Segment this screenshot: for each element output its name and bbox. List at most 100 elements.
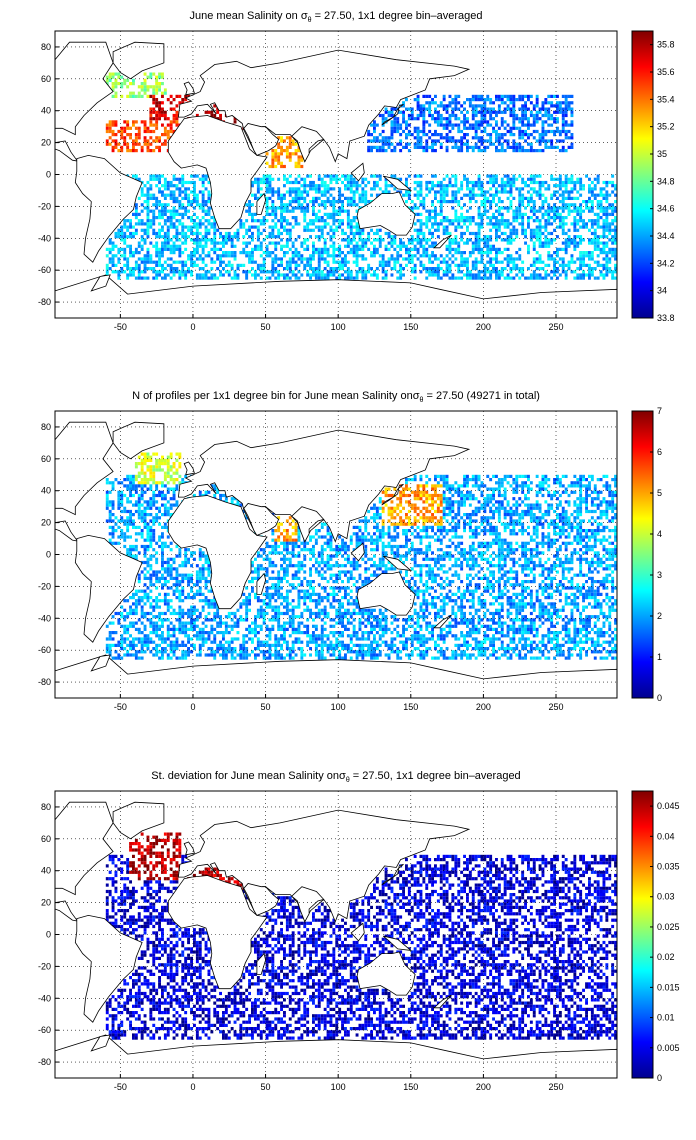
data-cell — [419, 263, 423, 267]
data-cell — [158, 247, 161, 251]
data-cell — [425, 222, 429, 226]
data-cell — [439, 516, 443, 520]
data-cell — [468, 193, 472, 197]
data-cell — [373, 506, 376, 510]
data-cell — [375, 509, 379, 514]
data-cell — [285, 273, 289, 277]
data-cell — [399, 497, 403, 501]
data-cell — [111, 72, 115, 76]
data-cell — [550, 193, 554, 197]
data-cell — [483, 500, 487, 504]
data-cell — [611, 503, 615, 507]
data-cell — [114, 123, 118, 127]
data-cell — [535, 231, 539, 236]
data-cell — [335, 254, 339, 258]
data-cell — [547, 219, 551, 223]
data-cell — [495, 139, 498, 143]
data-cell — [436, 481, 440, 485]
data-cell — [111, 519, 115, 523]
data-cell — [445, 104, 449, 108]
data-cell — [248, 251, 251, 255]
data-cell — [477, 235, 481, 239]
data-cell — [582, 200, 585, 204]
data-cell — [178, 474, 182, 478]
x-tick-label: 100 — [331, 322, 346, 332]
data-cell — [448, 94, 452, 98]
data-cell — [608, 231, 612, 236]
data-cell — [303, 200, 307, 204]
data-cell — [207, 222, 211, 226]
data-cell — [181, 251, 185, 255]
data-cell — [396, 254, 400, 258]
data-cell — [529, 503, 533, 507]
data-cell — [416, 513, 420, 517]
y-tick-label: 20 — [41, 138, 51, 148]
data-cell — [570, 484, 574, 488]
data-cell — [509, 474, 513, 478]
data-cell — [181, 260, 185, 264]
data-cell — [166, 235, 170, 239]
data-cell — [518, 107, 522, 111]
data-cell — [457, 244, 461, 248]
data-cell — [149, 187, 153, 191]
data-cell — [532, 177, 536, 181]
data-cell — [387, 260, 391, 264]
data-cell — [497, 139, 501, 143]
data-cell — [466, 98, 469, 102]
data-cell — [608, 193, 612, 197]
data-cell — [390, 126, 394, 130]
data-cell — [524, 196, 527, 200]
data-cell — [172, 490, 176, 494]
data-cell — [149, 193, 153, 197]
data-cell — [405, 500, 408, 504]
data-cell — [378, 177, 382, 181]
data-cell — [457, 101, 461, 105]
data-cell — [335, 276, 339, 280]
data-cell — [108, 251, 112, 255]
data-cell — [538, 187, 542, 191]
data-cell — [590, 490, 594, 494]
data-cell — [149, 506, 153, 510]
data-cell — [506, 257, 510, 261]
data-cell — [529, 149, 533, 153]
data-cell — [556, 101, 559, 105]
data-cell — [451, 101, 455, 105]
data-cell — [378, 513, 382, 517]
data-cell — [529, 206, 533, 210]
data-cell — [512, 276, 516, 280]
data-cell — [588, 484, 591, 488]
data-cell — [344, 231, 347, 236]
data-cell — [300, 190, 304, 194]
data-cell — [248, 270, 251, 274]
data-cell — [349, 276, 353, 280]
data-cell — [567, 484, 571, 488]
data-cell — [556, 254, 559, 258]
data-cell — [471, 244, 475, 248]
data-cell — [227, 260, 231, 264]
data-cell — [474, 136, 478, 140]
data-cell — [166, 462, 170, 466]
data-cell — [605, 513, 609, 517]
data-cell — [335, 209, 339, 213]
data-cell — [120, 270, 124, 274]
data-cell — [466, 187, 469, 191]
data-cell — [503, 276, 507, 280]
data-cell — [178, 462, 182, 466]
data-cell — [605, 228, 609, 232]
data-cell — [544, 129, 548, 134]
data-cell — [466, 145, 469, 149]
data-cell — [532, 107, 536, 111]
data-cell — [187, 225, 190, 229]
data-cell — [518, 193, 522, 197]
data-cell — [326, 187, 330, 191]
data-cell — [471, 509, 475, 514]
data-cell — [219, 113, 222, 118]
data-cell — [442, 196, 446, 200]
data-cell — [140, 490, 144, 494]
data-cell — [434, 270, 437, 274]
data-cell — [181, 263, 185, 267]
data-cell — [262, 270, 266, 274]
data-cell — [370, 149, 373, 153]
data-cell — [346, 212, 350, 216]
data-cell — [532, 200, 536, 204]
